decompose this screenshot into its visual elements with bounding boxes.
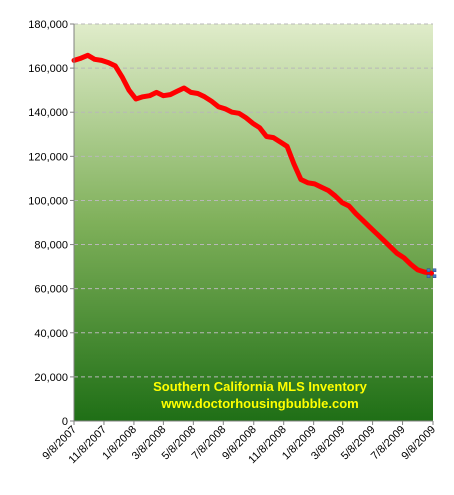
data-point — [320, 186, 323, 188]
data-point — [258, 126, 261, 129]
data-point — [231, 111, 233, 113]
data-point — [148, 94, 151, 97]
data-point — [162, 94, 165, 97]
data-point — [203, 96, 206, 98]
data-point — [176, 90, 178, 93]
data-point — [252, 122, 254, 125]
data-point — [135, 98, 137, 100]
data-point — [155, 91, 158, 94]
data-point — [142, 96, 144, 98]
data-point — [169, 93, 172, 96]
data-point — [396, 252, 398, 255]
data-point — [286, 145, 288, 148]
data-point — [348, 205, 350, 207]
data-point — [87, 54, 89, 57]
data-point — [80, 57, 82, 59]
x-tick-label: 9/8/2009 — [399, 424, 438, 463]
data-point — [410, 263, 412, 266]
data-point — [382, 239, 385, 241]
data-point — [107, 61, 110, 64]
data-point — [100, 59, 103, 62]
data-point — [293, 163, 295, 165]
y-tick-label: 180,000 — [28, 19, 68, 31]
data-point — [307, 182, 309, 184]
data-point — [128, 89, 130, 91]
data-point — [224, 108, 227, 110]
data-point — [362, 219, 364, 222]
data-point — [355, 212, 357, 215]
data-point — [313, 183, 316, 185]
data-point — [300, 178, 302, 181]
data-point — [93, 58, 96, 61]
y-tick-label: 120,000 — [28, 151, 68, 163]
data-point — [272, 136, 275, 139]
y-tick-label: 100,000 — [28, 195, 68, 207]
data-point — [389, 246, 392, 248]
data-point — [238, 112, 240, 115]
data-point — [368, 226, 371, 228]
data-point — [417, 269, 419, 271]
y-axis: 0 20,000 40,000 60,000 80,000 100,000 120,000 1… — [28, 19, 74, 428]
data-point — [327, 189, 330, 192]
plot-area — [74, 24, 433, 421]
data-point — [121, 76, 123, 78]
y-tick-label: 0 — [62, 416, 68, 428]
x-axis: 9/8/200711/8/20071/8/20083/8/20085/8/200… — [40, 421, 438, 466]
series-line — [71, 52, 437, 278]
selection-handle[interactable] — [432, 268, 437, 272]
data-point — [403, 257, 405, 259]
data-point — [217, 105, 220, 108]
data-point — [190, 91, 192, 94]
y-tick-label: 40,000 — [34, 328, 68, 340]
chart-annotation: Southern California MLS Inventory www.do… — [153, 379, 368, 411]
selection-handle[interactable] — [432, 274, 437, 278]
annotation-line-1: Southern California MLS Inventory — [153, 379, 368, 394]
data-point — [197, 92, 199, 95]
data-point — [265, 135, 268, 138]
data-point — [183, 87, 185, 89]
selection-handle[interactable] — [426, 268, 431, 272]
y-tick-label: 60,000 — [34, 284, 68, 296]
annotation-line-2: www.doctorhousingbubble.com — [160, 396, 358, 411]
data-point — [375, 232, 378, 235]
y-tick-label: 80,000 — [34, 240, 68, 252]
data-point — [114, 65, 117, 67]
data-point — [210, 100, 213, 102]
data-point — [334, 195, 337, 197]
data-point — [423, 271, 426, 273]
selection-handle[interactable] — [426, 274, 431, 278]
y-tick-label: 140,000 — [28, 107, 68, 119]
data-point — [341, 201, 343, 204]
gridlines — [74, 23, 433, 378]
data-point — [279, 141, 282, 143]
y-tick-label: 20,000 — [34, 372, 68, 384]
y-tick-label: 160,000 — [28, 63, 68, 75]
data-point — [430, 272, 433, 275]
data-point — [245, 116, 247, 119]
